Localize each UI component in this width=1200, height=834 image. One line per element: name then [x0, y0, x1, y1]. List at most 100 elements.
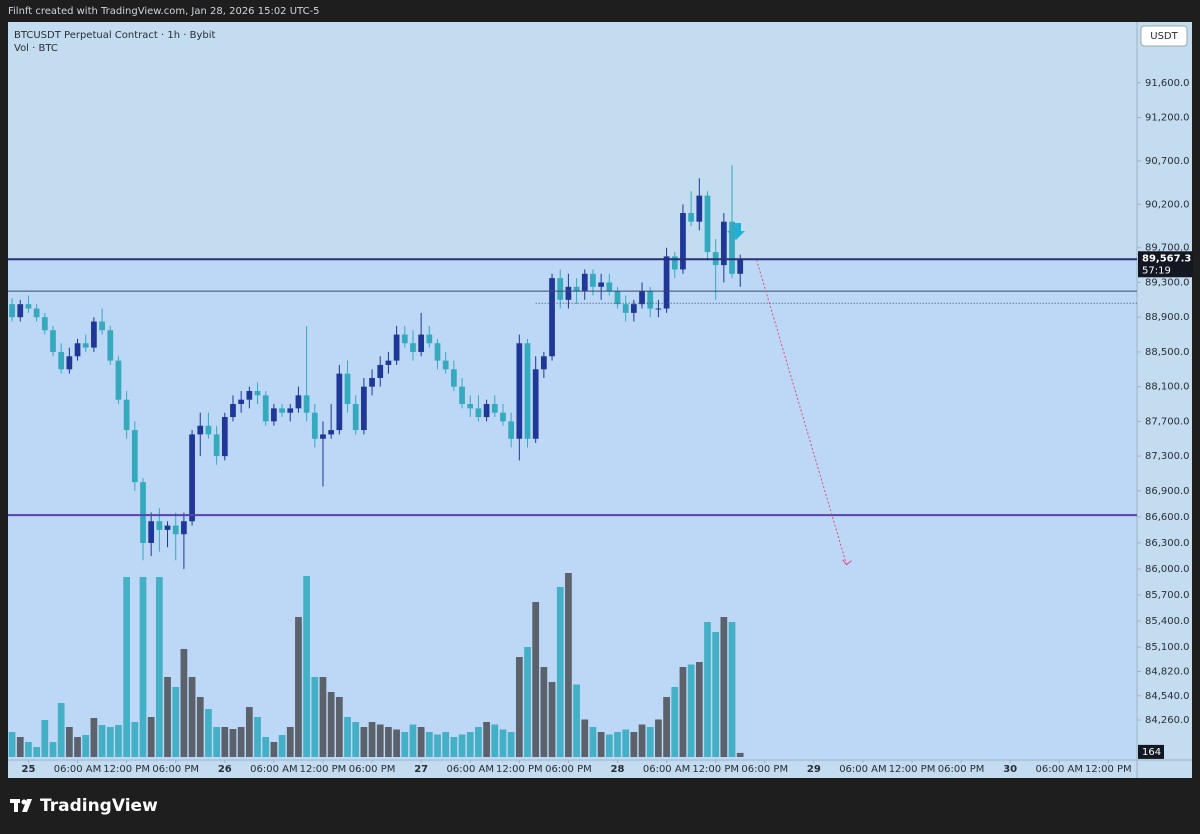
volume-bar: [344, 717, 351, 757]
volume-bar: [605, 734, 613, 757]
y-tick-label: 87,700.0: [1145, 416, 1190, 427]
volume-bar: [417, 727, 425, 757]
volume-bar: [327, 692, 335, 757]
volume-bar: [295, 617, 302, 757]
volume-bar: [581, 719, 589, 757]
candle-body: [688, 213, 694, 222]
x-tick-label: 06:00 PM: [349, 764, 396, 775]
candle-body: [426, 334, 433, 344]
volume-bar: [205, 709, 212, 757]
candle-body: [230, 404, 236, 418]
y-tick-label: 85,100.0: [1145, 642, 1190, 653]
candle-body: [614, 291, 621, 305]
zone: [8, 259, 1137, 762]
volume-bar: [499, 729, 507, 757]
candle-body: [410, 343, 416, 352]
volume-bar: [188, 677, 196, 757]
candle-body: [82, 343, 89, 348]
projection-line: [756, 259, 848, 565]
candle-body: [655, 308, 662, 310]
volume-label: 164: [1142, 747, 1161, 758]
volume-bar: [180, 649, 188, 757]
y-tick-label: 88,900.0: [1145, 312, 1190, 323]
candle-body: [516, 343, 523, 439]
volume-bar: [82, 735, 90, 757]
candle-body: [336, 373, 343, 431]
volume-box: [1138, 744, 1164, 759]
x-tick-label: 27: [414, 764, 428, 775]
volume-bar: [409, 724, 417, 757]
candle-body: [720, 221, 727, 266]
volume-bar: [237, 727, 245, 757]
y-tick-label: 84,820.0: [1145, 666, 1190, 677]
candle-body: [205, 425, 212, 435]
volume-bar: [728, 622, 736, 757]
candle-body: [393, 334, 400, 361]
volume-bar: [270, 742, 278, 757]
volume-bar: [712, 632, 720, 757]
volume-bar: [434, 734, 441, 757]
volume-bar: [254, 717, 261, 757]
y-tick-label: 86,000.0: [1145, 564, 1190, 575]
candle-body: [50, 330, 56, 352]
top-bar: [0, 0, 1200, 22]
candle-body: [369, 377, 375, 387]
x-tick-label: 12:00 PM: [496, 764, 543, 775]
candle-body: [491, 404, 498, 413]
candle-body: [33, 308, 40, 318]
volume-bar: [458, 734, 466, 757]
candle-body: [172, 525, 179, 535]
x-tick-label: 12:00 PM: [889, 764, 936, 775]
candle-body: [238, 399, 245, 405]
candle-body: [148, 521, 155, 543]
candle-body: [91, 321, 97, 348]
volume-bar: [131, 722, 139, 757]
volume-bar: [25, 742, 32, 757]
volume-bar: [106, 727, 114, 757]
candle-body: [557, 278, 564, 300]
y-tick-label: 84,540.0: [1145, 691, 1190, 702]
x-tick-label: 06:00 AM: [1036, 764, 1083, 775]
candle-body: [696, 195, 703, 222]
currency-box[interactable]: [1140, 25, 1188, 47]
price-box: [1138, 251, 1193, 278]
volume-bar: [147, 717, 155, 757]
volume-bar: [630, 732, 638, 757]
y-tick-label: 90,700.0: [1145, 156, 1190, 167]
x-tick-label: 12:00 PM: [1085, 764, 1132, 775]
candle-body: [508, 421, 515, 439]
volume-bar: [704, 622, 711, 757]
volume-bar: [335, 697, 343, 757]
candle-body: [189, 434, 195, 522]
y-tick-label: 86,300.0: [1145, 538, 1190, 549]
chart-title: BTCUSDT Perpetual Contract · 1h · Bybit: [14, 30, 215, 41]
y-tick-label: 91,200.0: [1145, 113, 1190, 124]
currency[interactable]: USDT: [1150, 31, 1178, 42]
projection-head: [842, 559, 852, 566]
volume-bar: [41, 720, 49, 757]
volume-bar: [736, 752, 744, 757]
volume-bar: [278, 735, 286, 757]
y-tick-label: 85,400.0: [1145, 616, 1190, 627]
volume-bar: [622, 729, 630, 757]
candle-body: [361, 386, 367, 431]
volume-bar: [646, 727, 654, 757]
candle-body: [663, 256, 670, 309]
x-tick-label: 06:00 AM: [54, 764, 101, 775]
candle-body: [344, 373, 351, 405]
volume-bar: [49, 742, 57, 757]
candle-body: [500, 412, 506, 422]
candle-body: [598, 282, 604, 287]
candle-body: [581, 273, 588, 292]
header: Filnft created with TradingView.com, Jan…: [8, 6, 320, 17]
volume-bar: [115, 725, 122, 757]
candle-body: [66, 356, 73, 370]
volume-bar: [532, 602, 540, 757]
candle-body: [565, 286, 572, 300]
x-tick-label: 28: [611, 764, 625, 775]
volume-bar: [385, 727, 392, 757]
volume-bar: [442, 732, 450, 757]
volume-bar: [655, 719, 662, 757]
x-tick-label: 06:00 AM: [447, 764, 494, 775]
